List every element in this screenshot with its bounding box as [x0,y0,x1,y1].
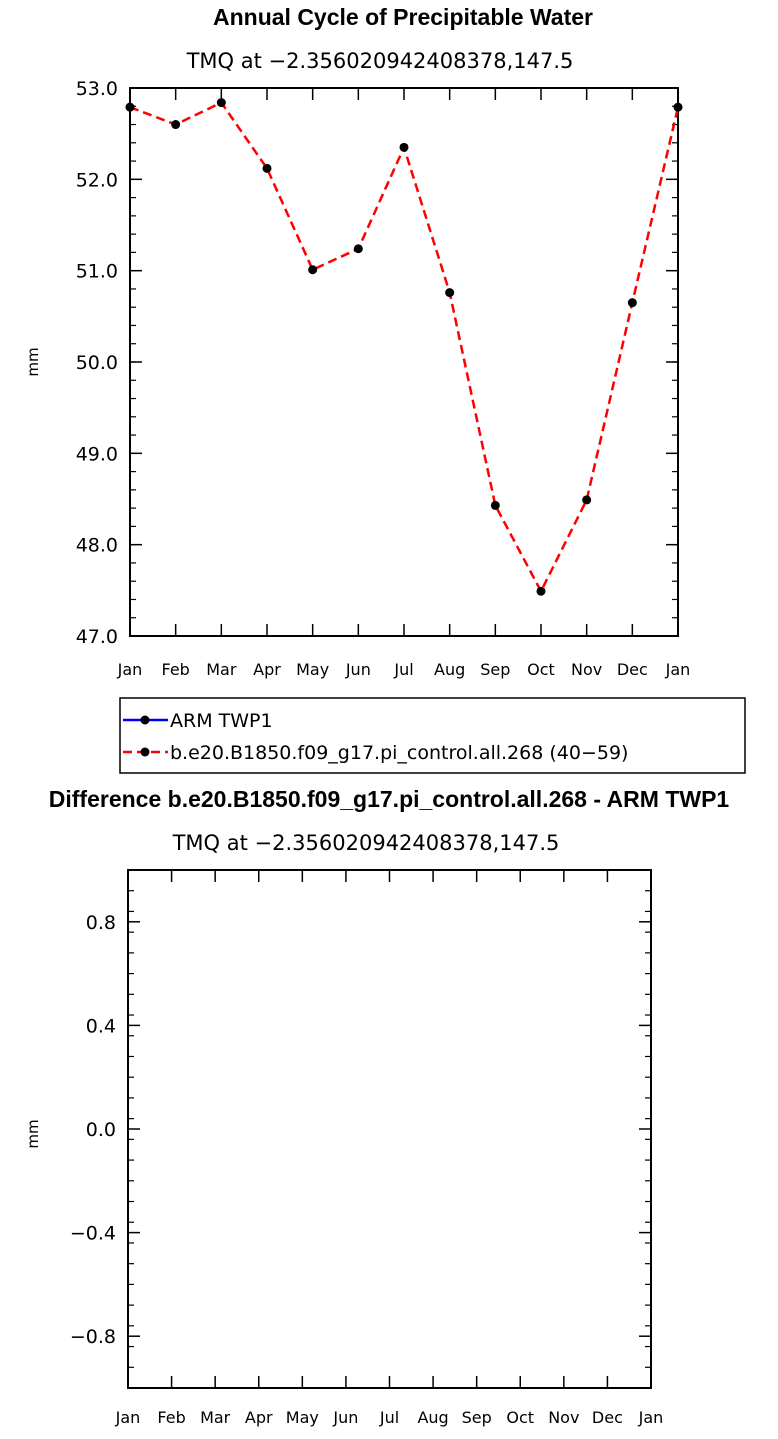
c1-xtick-label-5: Jun [345,660,371,679]
c2-ytick-label-4: 0.8 [86,912,116,934]
chart2-ylabel: mm [24,1119,42,1148]
c1-series-1-point-10 [582,495,592,505]
c1-series-1-point-11 [627,298,637,308]
c2-xtick-label-0: Jan [115,1408,141,1427]
c2-xtick-label-3: Apr [245,1408,273,1427]
c2-xtick-label-12: Jan [638,1408,664,1427]
c1-series-1-point-8 [490,500,500,510]
c1-ytick-label-3: 50.0 [76,352,118,374]
c1-xtick-label-7: Aug [434,660,465,679]
c1-series-1-point-3 [262,163,272,173]
c2-xtick-label-10: Nov [548,1408,579,1427]
chart1-subtitle: TMQ at −2.356020942408378,147.5 [186,49,574,73]
c1-xtick-label-6: Jul [393,660,413,679]
chart1-ylabel: mm [24,347,42,376]
c1-ytick-label-0: 47.0 [76,626,118,648]
chart2-plot-frame [127,869,652,1389]
c1-series-1-point-2 [216,98,226,108]
c2-xtick-label-7: Aug [417,1408,448,1427]
c2-xtick-label-9: Oct [506,1408,534,1427]
c1-ytick-label-2: 49.0 [76,443,118,465]
chart2-subtitle: TMQ at −2.356020942408378,147.5 [172,831,560,855]
c1-ytick-label-4: 51.0 [76,261,118,283]
legend-label-arm: ARM TWP1 [170,710,273,732]
c1-series-1-point-6 [399,142,409,152]
chart1-title: Annual Cycle of Precipitable Water [213,4,593,30]
legend-label-model: b.e20.B1850.f09_g17.pi_control.all.268 (… [170,742,628,764]
c1-xtick-label-3: Apr [253,660,281,679]
c1-ytick-label-5: 52.0 [76,169,118,191]
c1-ytick-label-6: 53.0 [76,78,118,100]
c2-xtick-label-6: Jul [379,1408,399,1427]
c1-xtick-label-8: Sep [480,660,510,679]
c1-series-1-point-7 [445,288,455,298]
legend-marker-arm [140,715,150,725]
c1-series-1-point-0 [125,102,135,112]
c2-xtick-label-5: Jun [332,1408,358,1427]
c1-series-1-point-4 [308,265,318,275]
c1-xtick-label-0: Jan [117,660,143,679]
c1-xtick-label-1: Feb [162,660,190,679]
c1-xtick-label-2: Mar [206,660,237,679]
c2-ytick-label-0: −0.8 [70,1326,116,1348]
legend-box [119,697,746,774]
c1-xtick-label-9: Oct [527,660,555,679]
chart1-plot-frame [129,87,679,637]
legend-marker-model [140,747,150,757]
c1-xtick-label-11: Dec [617,660,648,679]
c1-series-1-point-9 [536,586,546,596]
c2-ytick-label-2: 0.0 [86,1119,116,1141]
chart2-title: Difference b.e20.B1850.f09_g17.pi_contro… [49,786,730,812]
c2-ytick-label-3: 0.4 [86,1015,116,1037]
c2-xtick-label-8: Sep [462,1408,492,1427]
c2-xtick-label-2: Mar [200,1408,231,1427]
c1-series-1-point-12 [673,102,683,112]
c1-xtick-label-12: Jan [665,660,691,679]
c2-xtick-label-1: Feb [157,1408,185,1427]
c2-xtick-label-11: Dec [592,1408,623,1427]
c1-series-line-1 [129,101,680,594]
c2-xtick-label-4: May [286,1408,319,1427]
c1-xtick-label-4: May [296,660,329,679]
c1-series-1-point-5 [353,244,363,254]
c1-xtick-label-10: Nov [571,660,602,679]
c1-ytick-label-1: 48.0 [76,535,118,557]
c2-ytick-label-1: −0.4 [70,1223,116,1245]
c1-series-1-point-1 [171,120,181,130]
